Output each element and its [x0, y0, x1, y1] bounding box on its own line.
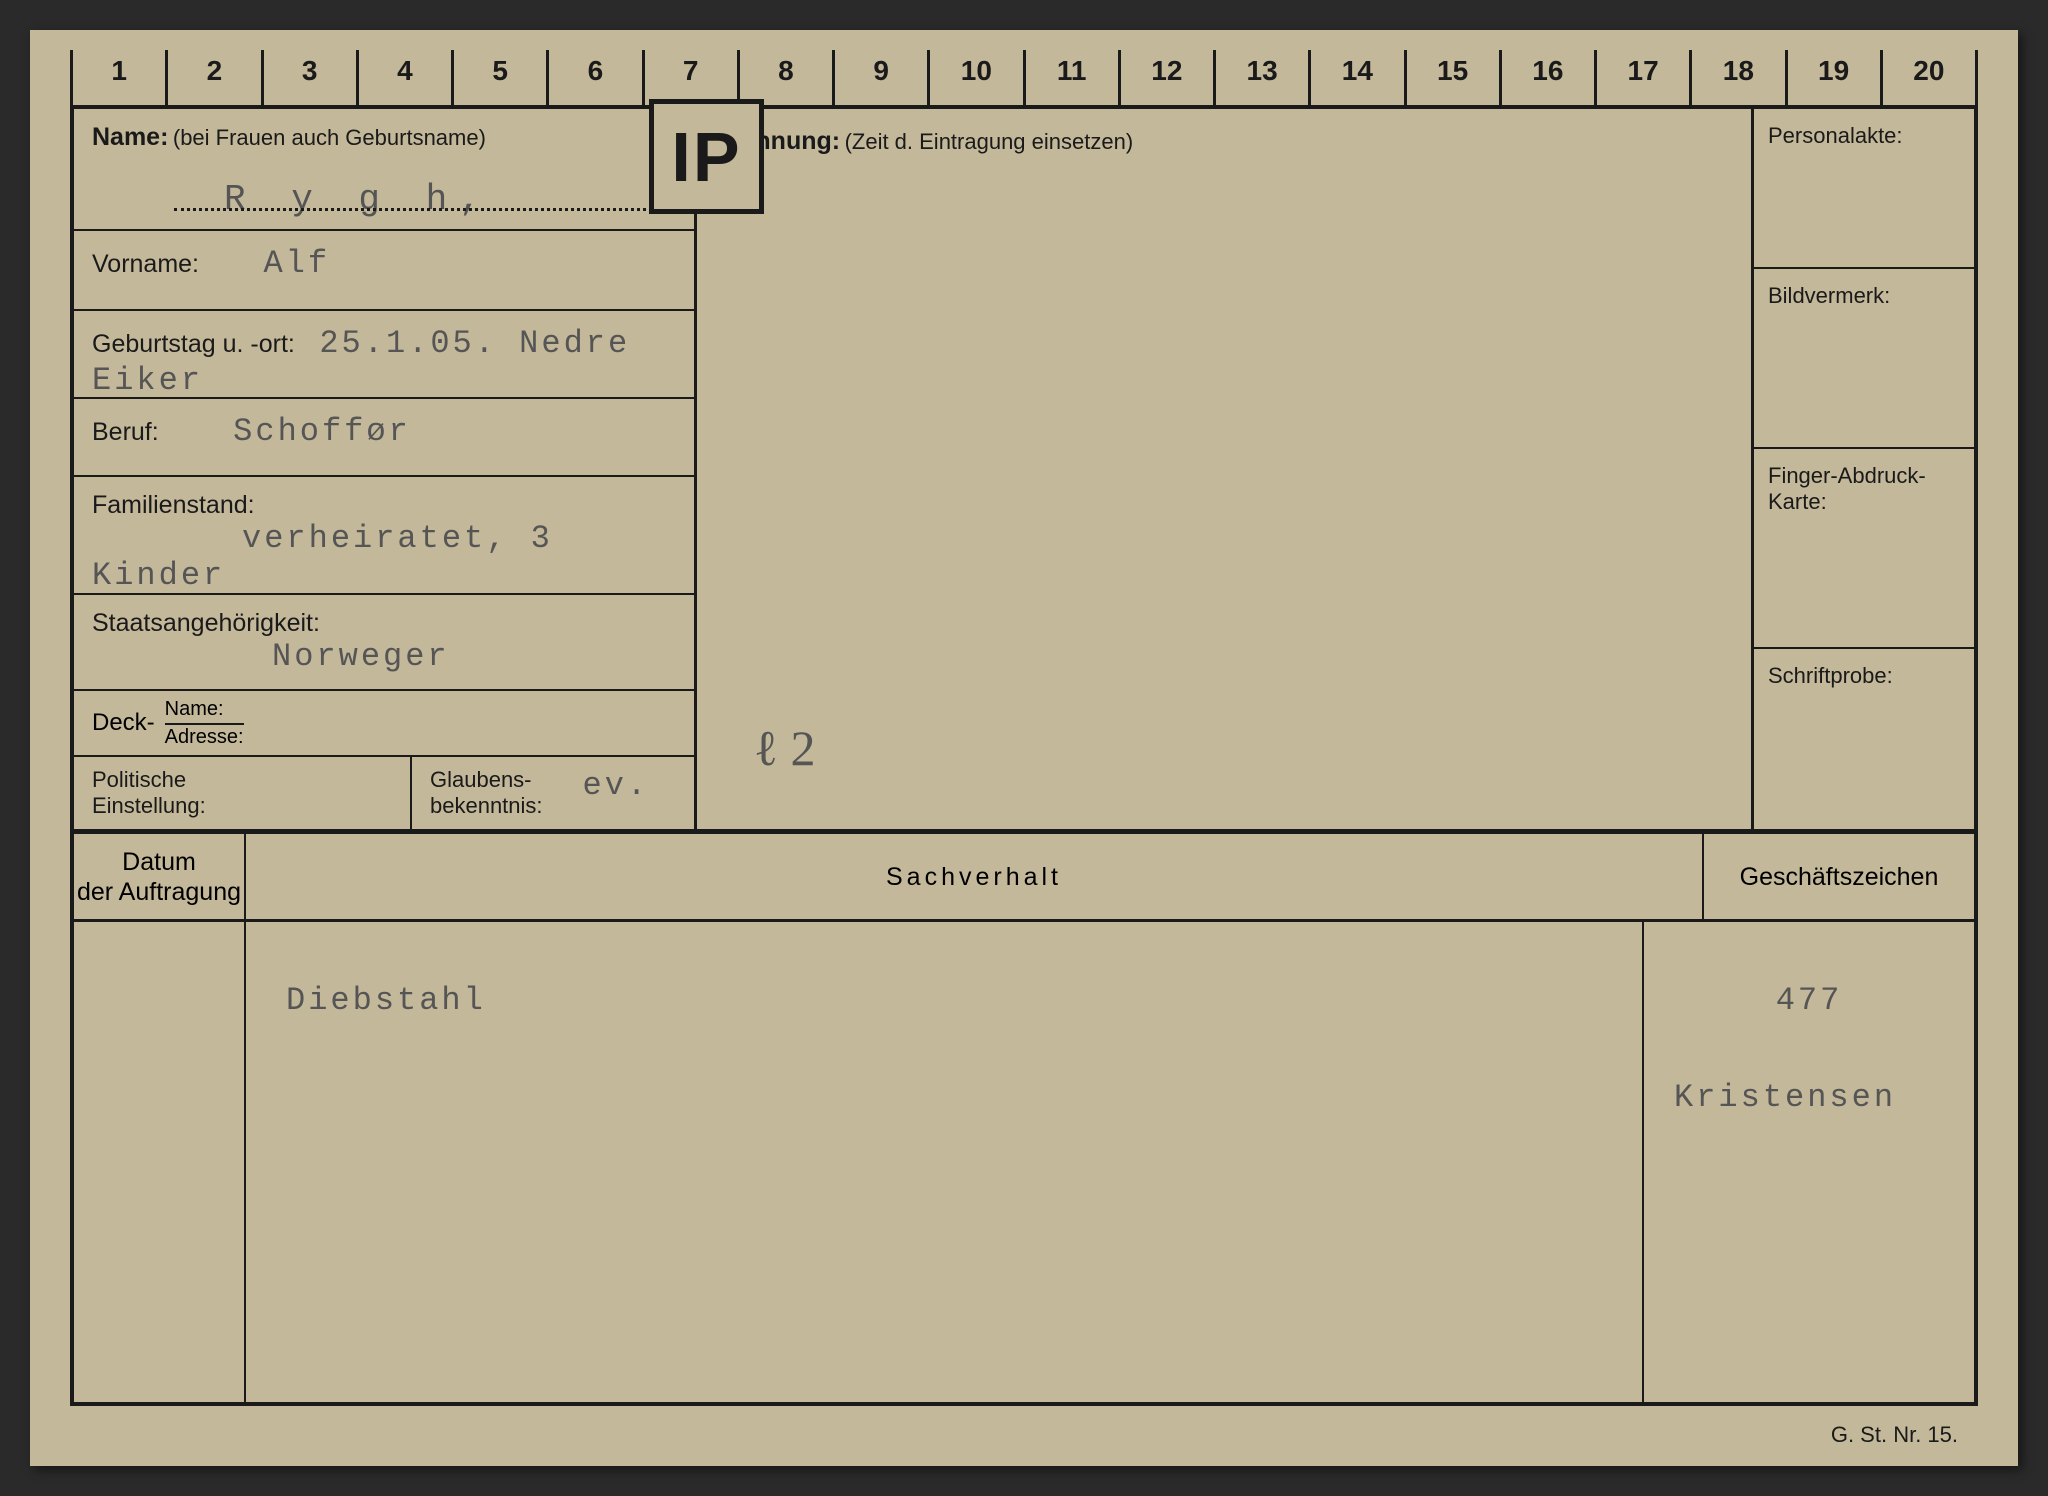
finger-box: Finger-Abdruck- Karte:	[1754, 449, 1974, 649]
ruler-num: 15	[1437, 55, 1468, 87]
name-field: Name: (bei Frauen auch Geburtsname) R y …	[74, 109, 694, 231]
personalakte-label: Personalakte:	[1768, 123, 1903, 148]
ruler-num: 16	[1532, 55, 1563, 87]
staat-value: Norweger	[272, 638, 450, 675]
ruler-num: 1	[111, 55, 127, 87]
ruler-num: 14	[1342, 55, 1373, 87]
ip-badge: IP	[649, 99, 764, 214]
deck-name-label: Name:	[165, 697, 244, 725]
vorname-label: Vorname:	[92, 250, 199, 278]
ruler-num: 17	[1628, 55, 1659, 87]
right-column: Personalakte: Bildvermerk: Finger-Abdruc…	[1754, 109, 1974, 829]
staat-field: Staatsangehörigkeit: Norweger	[74, 595, 694, 691]
ruler-num: 7	[683, 55, 699, 87]
ruler-num: 11	[1057, 55, 1087, 87]
ruler-num: 9	[873, 55, 889, 87]
geschaft-cell: 477 Kristensen	[1644, 922, 1974, 1402]
beruf-field: Beruf: Schoffør	[74, 399, 694, 477]
sachverhalt-value: Diebstahl	[286, 982, 486, 1019]
deck-field: Deck- Name: Adresse:	[74, 691, 694, 757]
politische-field: Politische Einstellung:	[74, 757, 412, 829]
beruf-label: Beruf:	[92, 418, 159, 446]
index-card: 1 2 3 4 5 6 7 8 9 10 11 12 13 14 15 16 1…	[30, 30, 2018, 1466]
glaubens-label1: Glaubens-	[430, 767, 543, 793]
ruler: 1 2 3 4 5 6 7 8 9 10 11 12 13 14 15 16 1…	[70, 50, 1978, 105]
name-hint: (bei Frauen auch Geburtsname)	[173, 125, 486, 150]
finger-label2: Karte:	[1768, 489, 1960, 515]
dotted-line	[174, 208, 664, 211]
finger-label1: Finger-Abdruck-	[1768, 463, 1960, 489]
geburtstag-label: Geburtstag u. -ort:	[92, 330, 295, 358]
ruler-num: 8	[778, 55, 794, 87]
table-body: Diebstahl 477 Kristensen	[74, 922, 1974, 1402]
schriftprobe-box: Schriftprobe:	[1754, 649, 1974, 829]
familienstand-label: Familienstand:	[92, 491, 255, 519]
name-value: R y g h,	[224, 179, 493, 220]
ruler-num: 6	[588, 55, 604, 87]
name-label: Name:	[92, 123, 168, 151]
left-column: Name: (bei Frauen auch Geburtsname) R y …	[74, 109, 697, 829]
wohnung-column: Wohnung: (Zeit d. Eintragung einsetzen) …	[697, 109, 1754, 829]
ruler-num: 10	[961, 55, 992, 87]
handwritten-note: ℓ 2	[754, 719, 815, 777]
schriftprobe-label: Schriftprobe:	[1768, 663, 1893, 688]
familienstand-field: Familienstand: verheiratet, 3 Kinder	[74, 477, 694, 595]
glaubens-field: Glaubens- bekenntnis: ev.	[412, 757, 694, 829]
upper-section: Name: (bei Frauen auch Geburtsname) R y …	[74, 109, 1974, 829]
politische-label2: Einstellung:	[92, 793, 392, 819]
ruler-num: 19	[1818, 55, 1849, 87]
ruler-num: 3	[302, 55, 318, 87]
geschaft-num: 477	[1674, 982, 1944, 1019]
ruler-num: 4	[397, 55, 413, 87]
glaubens-label2: bekenntnis:	[430, 793, 543, 819]
sachverhalt-cell: Diebstahl	[246, 922, 1644, 1402]
personalakte-box: Personalakte:	[1754, 109, 1974, 269]
bildvermerk-label: Bildvermerk:	[1768, 283, 1890, 308]
glaubens-value: ev.	[583, 767, 650, 804]
beruf-value: Schoffør	[233, 413, 411, 450]
geschaft-name: Kristensen	[1674, 1079, 1944, 1116]
ruler-num: 13	[1247, 55, 1278, 87]
wohnung-hint: (Zeit d. Eintragung einsetzen)	[845, 129, 1134, 154]
ruler-num: 18	[1723, 55, 1754, 87]
bottom-fields: Politische Einstellung: Glaubens- bekenn…	[74, 757, 694, 829]
deck-adresse-label: Adresse:	[165, 725, 244, 749]
familienstand-value: verheiratet, 3 Kinder	[92, 520, 553, 594]
vorname-value: Alf	[263, 245, 330, 282]
ruler-num: 12	[1151, 55, 1182, 87]
th-datum: Datum der Auftragung	[74, 834, 246, 919]
ruler-num: 2	[207, 55, 223, 87]
bildvermerk-box: Bildvermerk:	[1754, 269, 1974, 449]
ruler-num: 5	[492, 55, 508, 87]
th-geschaft: Geschäftszeichen	[1704, 834, 1974, 919]
deck-label: Deck-	[92, 709, 155, 737]
th-sachverhalt: Sachverhalt	[246, 834, 1704, 919]
footer-code: G. St. Nr. 15.	[1831, 1422, 1958, 1448]
datum-cell	[74, 922, 246, 1402]
lower-section: Datum der Auftragung Sachverhalt Geschäf…	[74, 829, 1974, 1402]
vorname-field: Vorname: Alf	[74, 231, 694, 311]
politische-label1: Politische	[92, 767, 392, 793]
table-header: Datum der Auftragung Sachverhalt Geschäf…	[74, 834, 1974, 922]
ruler-num: 20	[1913, 55, 1944, 87]
geburtstag-field: Geburtstag u. -ort: 25.1.05. Nedre Eiker	[74, 311, 694, 399]
main-frame: IP Name: (bei Frauen auch Geburtsname) R…	[70, 105, 1978, 1406]
staat-label: Staatsangehörigkeit:	[92, 609, 320, 637]
